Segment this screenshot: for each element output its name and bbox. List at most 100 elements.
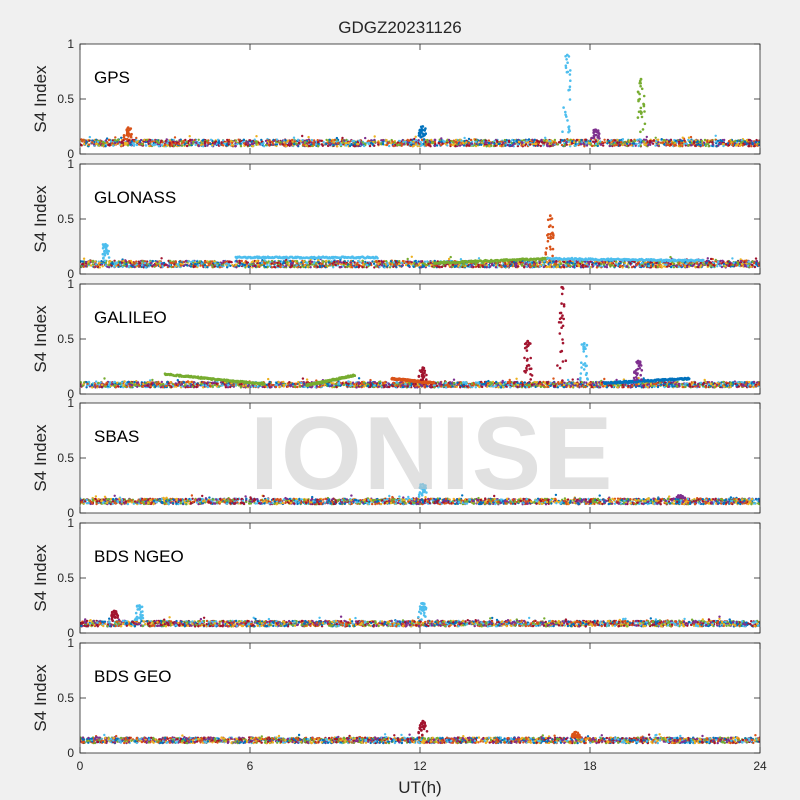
data-point <box>642 94 646 98</box>
data-point <box>655 261 658 264</box>
data-point <box>436 265 439 268</box>
data-point <box>345 138 348 142</box>
data-point <box>292 136 296 139</box>
data-point <box>129 143 132 146</box>
data-point <box>284 264 288 268</box>
data-point <box>634 144 637 147</box>
data-point <box>398 139 401 143</box>
data-point <box>603 141 607 144</box>
data-point <box>566 61 569 64</box>
data-point <box>258 262 262 265</box>
data-point <box>635 263 639 266</box>
data-point <box>165 138 168 141</box>
data-point <box>197 144 200 148</box>
data-point <box>163 263 166 267</box>
data-point <box>543 260 546 263</box>
data-point <box>365 263 368 266</box>
data-point <box>306 265 309 268</box>
data-point <box>346 259 350 263</box>
data-point <box>153 143 156 146</box>
data-point <box>80 265 83 268</box>
data-point <box>179 262 183 266</box>
data-point <box>325 259 328 263</box>
data-point <box>665 143 668 146</box>
data-point <box>623 141 626 144</box>
data-point <box>692 140 696 143</box>
data-point <box>714 134 717 137</box>
data-point <box>189 138 192 141</box>
data-point <box>239 142 242 145</box>
data-point <box>207 262 211 265</box>
data-point <box>94 263 98 266</box>
data-point <box>549 139 552 143</box>
data-point <box>739 143 743 146</box>
data-point <box>291 138 294 142</box>
data-point <box>371 260 374 263</box>
data-point <box>82 257 86 260</box>
data-point <box>515 139 518 143</box>
data-point <box>215 264 219 267</box>
data-point <box>571 140 574 143</box>
data-point <box>668 140 671 143</box>
data-point <box>575 139 578 142</box>
data-point <box>605 263 609 266</box>
data-point <box>687 136 691 139</box>
data-point <box>426 141 429 144</box>
data-point <box>109 260 112 263</box>
data-point <box>353 264 356 267</box>
data-point <box>141 260 144 263</box>
data-point <box>532 263 536 266</box>
data-point <box>145 144 148 147</box>
data-point <box>250 140 254 143</box>
data-point <box>633 139 637 142</box>
data-point <box>114 261 117 264</box>
data-point <box>452 139 455 142</box>
data-point <box>600 143 603 146</box>
data-point <box>316 139 319 142</box>
data-point <box>451 141 455 144</box>
data-point <box>481 265 484 268</box>
data-point <box>470 264 473 267</box>
data-point <box>386 263 389 266</box>
data-point <box>720 139 724 143</box>
data-point <box>484 141 487 145</box>
data-point <box>398 143 401 146</box>
data-point <box>583 143 586 146</box>
data-point <box>544 136 547 139</box>
data-point <box>193 265 197 268</box>
data-point <box>196 264 200 267</box>
data-point <box>98 139 101 143</box>
data-point <box>555 260 558 263</box>
data-point <box>316 141 320 144</box>
data-point <box>636 261 640 264</box>
data-point <box>388 266 392 269</box>
data-point <box>485 145 488 148</box>
data-point <box>422 138 426 141</box>
data-point <box>211 143 214 147</box>
data-point <box>180 140 183 143</box>
data-point <box>404 140 407 143</box>
data-point <box>440 265 444 268</box>
data-point <box>325 142 328 146</box>
data-point <box>357 259 360 263</box>
data-point <box>564 66 568 70</box>
data-point <box>157 145 161 148</box>
data-point <box>509 143 512 147</box>
data-point <box>569 264 572 268</box>
data-point <box>182 260 185 264</box>
data-point <box>265 142 269 145</box>
data-point <box>170 144 173 147</box>
data-point <box>413 261 416 265</box>
data-point <box>755 259 758 263</box>
data-point <box>81 262 85 265</box>
data-point <box>284 143 287 146</box>
data-point <box>401 259 405 263</box>
data-point <box>389 260 393 263</box>
data-point <box>171 261 174 264</box>
data-point <box>485 266 488 269</box>
data-point <box>421 128 425 132</box>
data-point <box>385 143 389 147</box>
data-point <box>317 260 320 264</box>
data-point <box>196 141 199 144</box>
